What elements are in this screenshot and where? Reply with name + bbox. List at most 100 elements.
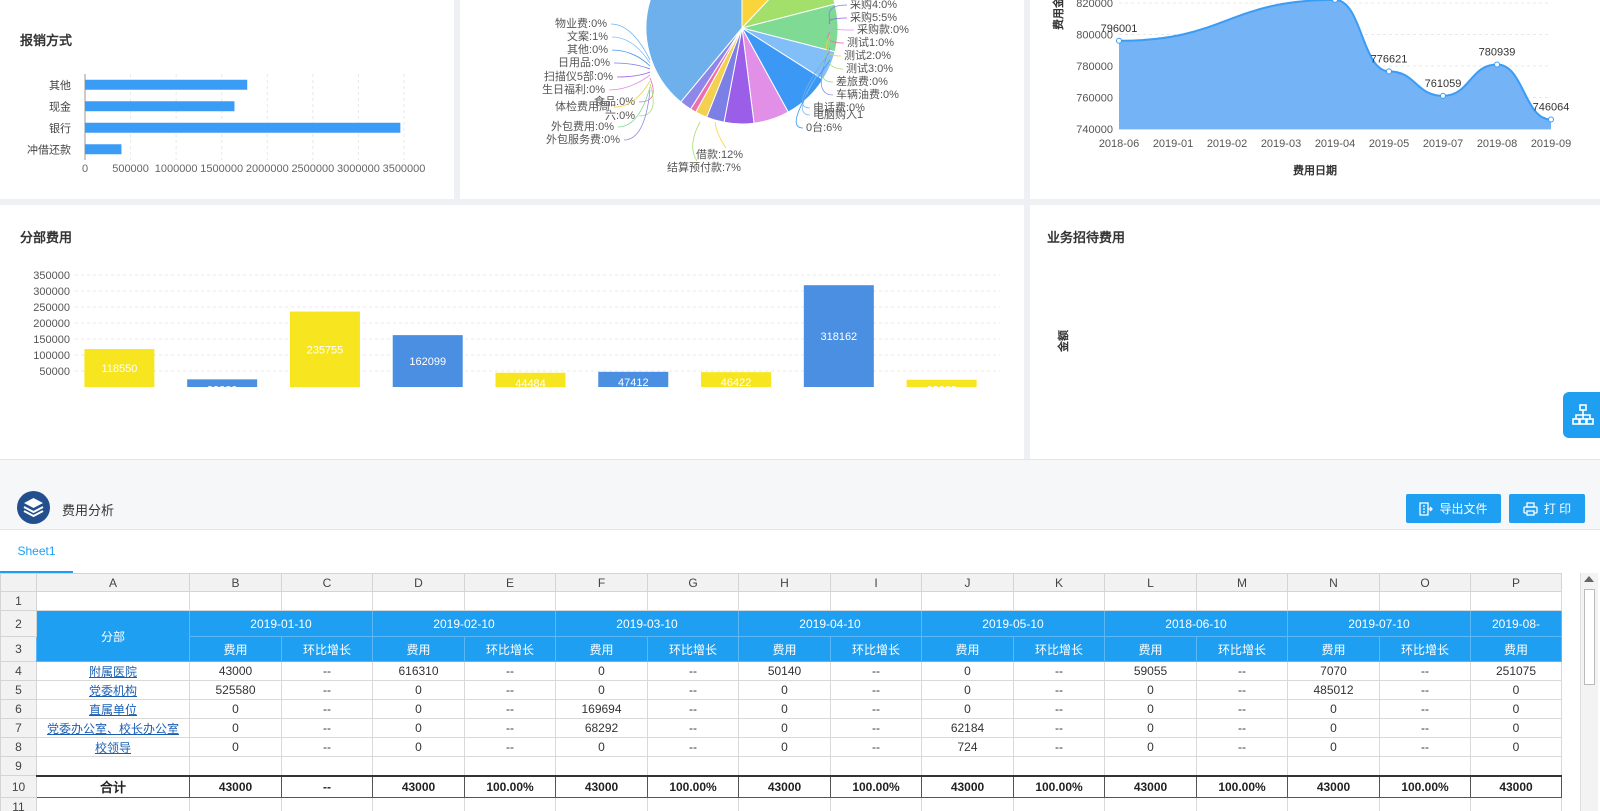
cell[interactable] (1379, 797, 1471, 811)
cell[interactable] (647, 756, 739, 776)
cell[interactable]: -- (281, 737, 373, 757)
column-header[interactable]: I (830, 573, 922, 592)
cell[interactable]: -- (830, 737, 922, 757)
cell[interactable] (1104, 756, 1197, 776)
cell[interactable] (189, 756, 282, 776)
cell[interactable] (1013, 591, 1105, 611)
cell[interactable]: -- (647, 661, 739, 681)
cell[interactable]: -- (1013, 737, 1105, 757)
cell[interactable]: 43000 (189, 661, 282, 681)
cell[interactable]: 0 (1470, 737, 1562, 757)
cell[interactable]: -- (464, 699, 556, 719)
cell[interactable]: 0 (921, 680, 1014, 700)
cell[interactable]: -- (1379, 699, 1471, 719)
cell[interactable]: 7070 (1287, 661, 1380, 681)
cell[interactable] (1379, 591, 1471, 611)
row-header[interactable]: 2 (0, 610, 37, 637)
cell[interactable]: 525580 (189, 680, 282, 700)
cell[interactable]: -- (1196, 699, 1288, 719)
cell[interactable] (1470, 756, 1562, 776)
cell[interactable] (1287, 756, 1380, 776)
row-header[interactable]: 1 (0, 591, 37, 611)
cell[interactable]: 0 (189, 737, 282, 757)
row-header[interactable]: 6 (0, 699, 37, 719)
cell[interactable]: -- (1196, 661, 1288, 681)
cell[interactable]: -- (464, 661, 556, 681)
cell[interactable] (830, 756, 922, 776)
cell[interactable] (1104, 591, 1197, 611)
row-header[interactable]: 3 (0, 636, 37, 662)
cell[interactable] (464, 756, 556, 776)
cell[interactable] (372, 591, 465, 611)
cell[interactable]: 0 (555, 661, 648, 681)
cell[interactable] (1287, 591, 1380, 611)
row-header[interactable]: 7 (0, 718, 37, 738)
cell[interactable]: 59055 (1104, 661, 1197, 681)
cell[interactable] (1013, 797, 1105, 811)
column-header[interactable]: C (281, 573, 373, 592)
cell[interactable]: -- (1379, 661, 1471, 681)
dept-link[interactable]: 党委办公室、校长办公室 (36, 718, 190, 738)
cell[interactable]: -- (647, 737, 739, 757)
cell[interactable]: 0 (1287, 718, 1380, 738)
scroll-up-arrow-icon[interactable] (1584, 576, 1594, 582)
cell[interactable] (555, 756, 648, 776)
cell[interactable] (921, 756, 1014, 776)
cell[interactable]: 485012 (1287, 680, 1380, 700)
cell[interactable]: -- (1013, 680, 1105, 700)
cell[interactable]: 0 (372, 699, 465, 719)
cell[interactable] (1379, 756, 1471, 776)
cell[interactable]: -- (647, 699, 739, 719)
cell[interactable] (36, 591, 190, 611)
cell[interactable]: 0 (1470, 699, 1562, 719)
cell[interactable]: -- (1013, 718, 1105, 738)
dept-link[interactable]: 党委机构 (36, 680, 190, 700)
cell[interactable] (921, 591, 1014, 611)
column-header[interactable]: L (1104, 573, 1197, 592)
cell[interactable]: 0 (372, 737, 465, 757)
row-header[interactable]: 10 (0, 775, 37, 798)
cell[interactable]: -- (1196, 737, 1288, 757)
sheet-tab-sheet1[interactable]: Sheet1 (0, 531, 73, 573)
cell[interactable]: -- (281, 661, 373, 681)
cell[interactable]: 0 (555, 737, 648, 757)
cell[interactable]: -- (830, 718, 922, 738)
cell[interactable] (189, 797, 282, 811)
cell[interactable]: 0 (921, 661, 1014, 681)
cell[interactable] (1196, 797, 1288, 811)
cell[interactable]: 0 (1287, 737, 1380, 757)
row-header[interactable]: 8 (0, 737, 37, 757)
cell[interactable]: 0 (189, 699, 282, 719)
column-header[interactable]: K (1013, 573, 1105, 592)
cell[interactable]: 0 (738, 718, 831, 738)
cell[interactable]: -- (1379, 680, 1471, 700)
cell[interactable] (555, 591, 648, 611)
cell[interactable]: -- (281, 680, 373, 700)
cell[interactable] (738, 797, 831, 811)
cell[interactable]: 0 (555, 680, 648, 700)
cell[interactable] (464, 591, 556, 611)
cell[interactable] (647, 591, 739, 611)
cell[interactable]: 0 (1104, 699, 1197, 719)
cell[interactable]: 0 (738, 699, 831, 719)
cell[interactable]: -- (464, 718, 556, 738)
cell[interactable] (1196, 591, 1288, 611)
cell[interactable]: 0 (1470, 718, 1562, 738)
cell[interactable]: -- (1196, 680, 1288, 700)
cell[interactable] (921, 797, 1014, 811)
column-header[interactable]: J (921, 573, 1014, 592)
cell[interactable] (1013, 756, 1105, 776)
row-header[interactable]: 4 (0, 661, 37, 681)
cell[interactable] (189, 591, 282, 611)
cell[interactable] (1470, 591, 1562, 611)
cell[interactable] (372, 756, 465, 776)
cell[interactable] (1470, 797, 1562, 811)
cell[interactable]: -- (1196, 718, 1288, 738)
cell[interactable]: 62184 (921, 718, 1014, 738)
column-header[interactable]: N (1287, 573, 1380, 592)
column-header[interactable]: B (189, 573, 282, 592)
row-header[interactable]: 5 (0, 680, 37, 700)
column-header[interactable]: A (36, 573, 190, 592)
cell[interactable]: -- (281, 718, 373, 738)
column-header[interactable]: P (1470, 573, 1562, 592)
